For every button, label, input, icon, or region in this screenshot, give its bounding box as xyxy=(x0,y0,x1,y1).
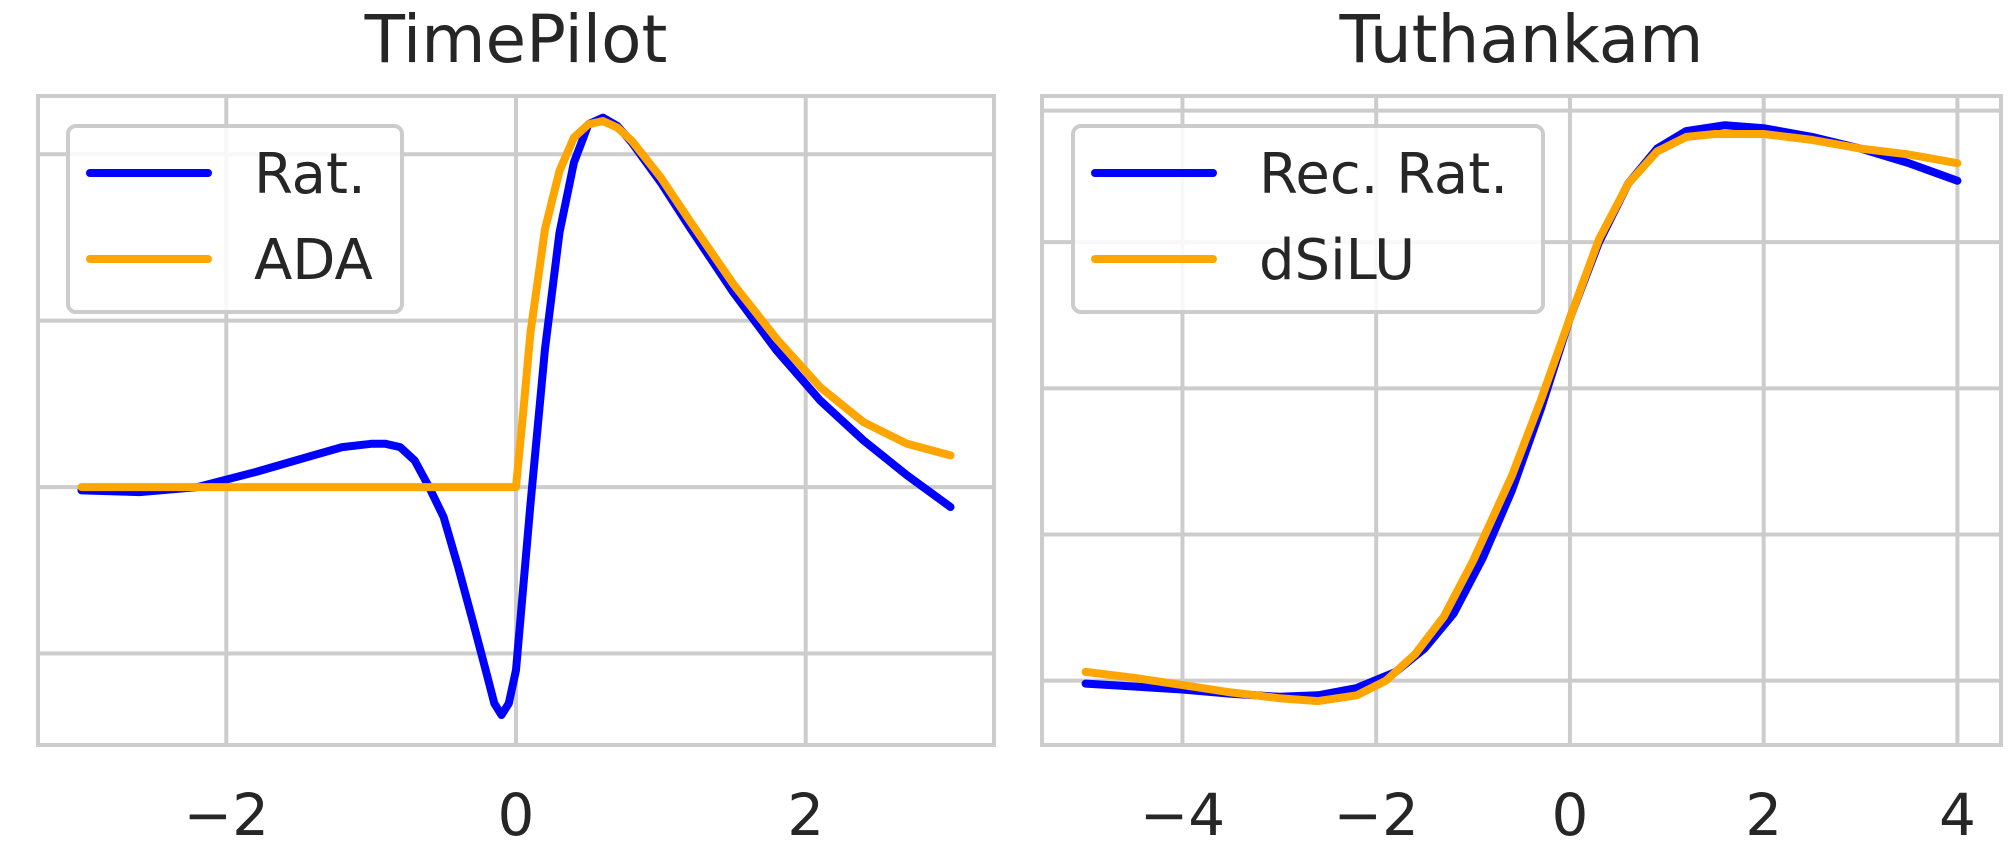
x-tick-label: −4 xyxy=(1140,781,1226,847)
plot-frame xyxy=(1040,94,2003,747)
x-tick-label: −2 xyxy=(184,781,270,847)
series-line-2 xyxy=(1081,130,1962,706)
x-tick-label: −2 xyxy=(1333,781,1419,847)
legend: Rat. ADA xyxy=(66,124,404,314)
legend-label: Rat. xyxy=(254,142,366,207)
x-tick-label: 2 xyxy=(787,781,824,847)
plot-frame xyxy=(36,94,996,747)
legend: Rec. Rat. dSiLU xyxy=(1071,124,1545,314)
legend-label: ADA xyxy=(254,228,373,293)
x-tick-label: 0 xyxy=(498,781,535,847)
chart-panel-2: Tuthankam −4 −2 0 2 4 Rec. Rat. dSiLU xyxy=(1040,1,2003,847)
chart-title: Tuthankam xyxy=(1339,1,1704,78)
legend-label: dSiLU xyxy=(1259,228,1415,293)
x-tick-label: 4 xyxy=(1939,781,1976,847)
chart-title: TimePilot xyxy=(364,1,668,78)
x-tick-label: 2 xyxy=(1745,781,1782,847)
legend-label: Rec. Rat. xyxy=(1259,142,1508,207)
chart-panel-1: TimePilot −2 0 2 Rat. ADA xyxy=(36,1,996,847)
x-tick-label: 0 xyxy=(1551,781,1588,847)
series-line-1 xyxy=(77,113,955,719)
series-line-2 xyxy=(77,117,955,492)
